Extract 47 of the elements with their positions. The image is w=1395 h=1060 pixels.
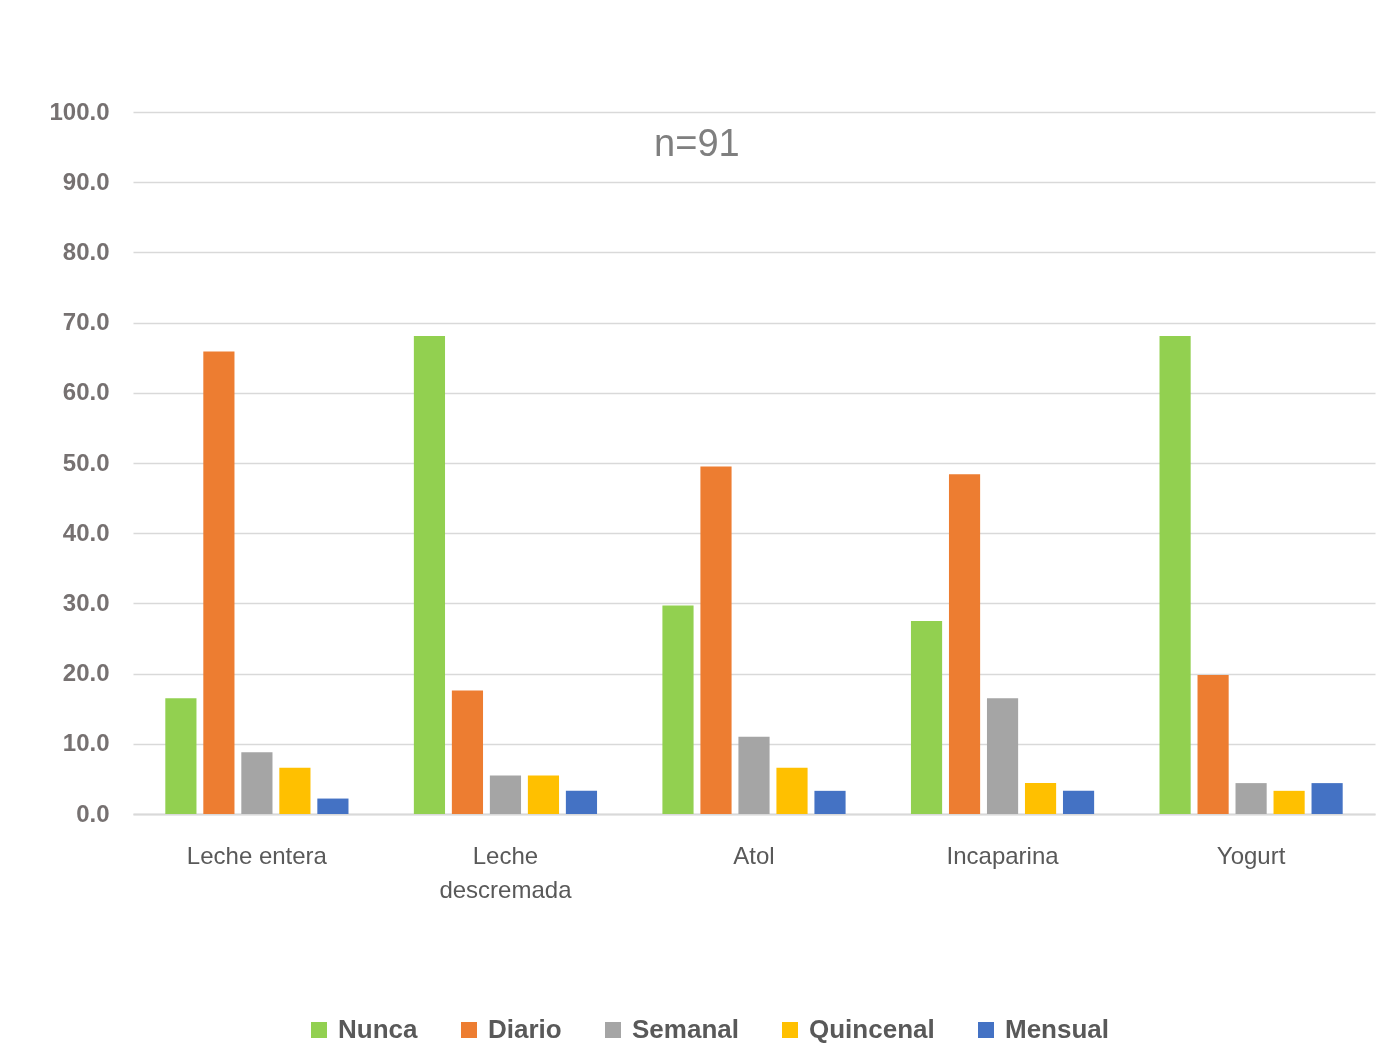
bar <box>662 605 694 814</box>
bar <box>1062 790 1095 814</box>
bar <box>489 775 522 814</box>
x-tick-label: Leche descremada <box>439 841 573 903</box>
bar <box>1024 783 1057 814</box>
bar <box>165 698 197 814</box>
bar <box>1311 783 1343 814</box>
bar <box>279 767 311 814</box>
y-tick-label: 70.0 <box>62 308 110 336</box>
bar <box>948 474 981 814</box>
bar <box>738 736 770 814</box>
bar <box>241 752 273 814</box>
legend-label: Quincenal <box>809 1014 935 1044</box>
annotation: n=91 <box>654 122 740 164</box>
legend-label: Diario <box>488 1014 562 1044</box>
bar <box>203 351 235 814</box>
legend-label: Semanal <box>632 1014 739 1044</box>
bar <box>317 798 349 814</box>
y-tick-label: 90.0 <box>62 167 110 195</box>
bar <box>1235 783 1267 814</box>
y-tick-label: 60.0 <box>62 378 110 406</box>
bar <box>1159 335 1191 814</box>
y-tick-label: 30.0 <box>62 588 110 616</box>
bar <box>910 620 943 814</box>
bar <box>814 790 846 814</box>
legend-label: Mensual <box>1005 1014 1110 1044</box>
x-tick-label: Atol <box>733 841 775 869</box>
bar <box>413 335 446 814</box>
legend-label: Nunca <box>338 1014 418 1044</box>
y-tick-label: 40.0 <box>62 518 110 546</box>
bar <box>986 698 1019 814</box>
y-tick-label: 100.0 <box>49 97 110 125</box>
bar <box>565 790 598 814</box>
y-tick-label: 0.0 <box>76 799 110 827</box>
x-tick-label: Yogurt <box>1216 841 1286 869</box>
x-tick-label: Incaparina <box>946 841 1060 869</box>
bar <box>451 690 484 814</box>
y-tick-label: 50.0 <box>62 448 110 476</box>
y-tick-label: 10.0 <box>62 729 110 757</box>
bar <box>700 466 732 814</box>
bar <box>527 775 560 814</box>
y-tick-label: 20.0 <box>62 659 110 687</box>
bar <box>1273 790 1305 814</box>
bar <box>776 767 808 814</box>
x-tick-label: Leche entera <box>186 841 328 869</box>
bar <box>1197 675 1229 814</box>
y-tick-label: 80.0 <box>62 237 110 265</box>
